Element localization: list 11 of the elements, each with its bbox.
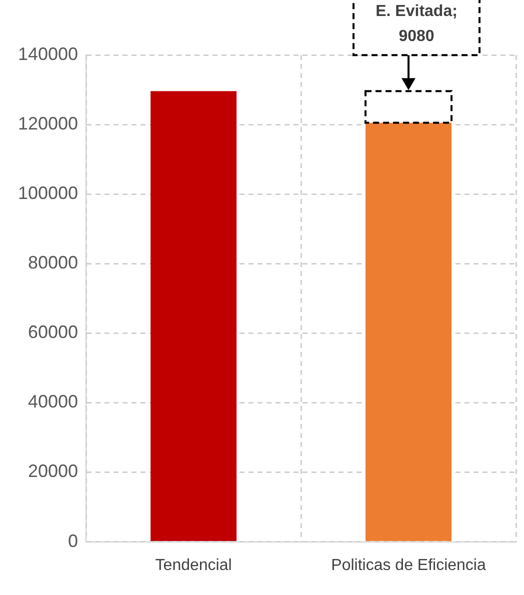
y-tick-label: 80000 — [28, 252, 78, 273]
y-tick-label: 0 — [68, 530, 78, 551]
x-tick-label: Tendencial — [155, 556, 232, 574]
y-tick-label: 60000 — [28, 322, 78, 342]
y-tick-label: 20000 — [28, 461, 78, 482]
x-tick-label: Politicas de Eficiencia — [331, 556, 486, 574]
y-tick-label: 40000 — [28, 392, 78, 412]
y-tick-label: 140000 — [18, 44, 78, 64]
y-tick-label: 120000 — [18, 114, 78, 134]
y-tick-label: 100000 — [18, 183, 78, 204]
annotation: E. Evitada; 9080 — [376, 3, 458, 46]
